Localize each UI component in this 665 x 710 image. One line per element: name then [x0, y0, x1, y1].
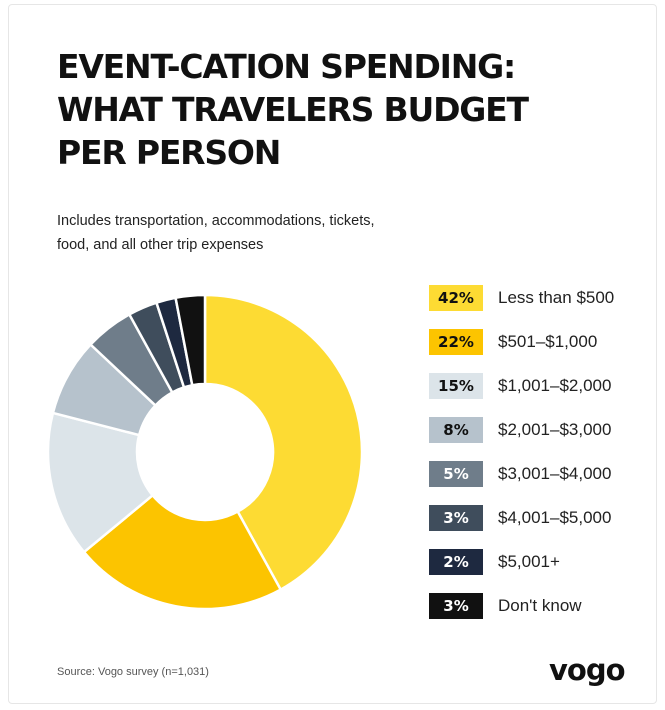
legend-value-badge: 42%: [429, 285, 483, 311]
legend-label: $501–$1,000: [498, 332, 598, 351]
legend-label: $5,001+: [498, 552, 560, 571]
donut-slice: [82, 494, 282, 611]
legend-item: 8% $2,001–$3,000: [429, 417, 649, 443]
legend-item: 22% $501–$1,000: [429, 329, 649, 355]
legend-label: Don't know: [498, 596, 582, 615]
legend-value-badge: 8%: [429, 417, 483, 443]
legend-item: 3% $4,001–$5,000: [429, 505, 649, 531]
legend-value-badge: 5%: [429, 461, 483, 487]
legend-label: Less than $500: [498, 288, 615, 307]
chart-subtitle: Includes transportation, accommodations,…: [57, 209, 437, 257]
title-line-3: PER PERSON: [57, 133, 281, 172]
brand-logo: vogo: [549, 653, 626, 687]
donut-slice: [174, 293, 207, 387]
source-note: Source: Vogo survey (n=1,031): [57, 666, 209, 678]
donut-chart: [49, 293, 364, 611]
donut-slice: [203, 293, 364, 591]
legend-item: 5% $3,001–$4,000: [429, 461, 649, 487]
legend-value-badge: 15%: [429, 373, 483, 399]
legend-value-badge: 3%: [429, 593, 483, 619]
legend-item: 3% Don't know: [429, 593, 649, 619]
legend-item: 2% $5,001+: [429, 549, 649, 575]
legend-value-badge: 3%: [429, 505, 483, 531]
legend-label: $3,001–$4,000: [498, 464, 612, 483]
subtitle-line-2: food, and all other trip expenses: [57, 237, 264, 253]
legend-item: 42% Less than $500: [429, 285, 649, 311]
infographic-card: EVENT-CATION SPENDING: WHAT TRAVELERS BU…: [8, 4, 657, 704]
title-line-2: WHAT TRAVELERS BUDGET: [57, 90, 529, 129]
chart-title: EVENT-CATION SPENDING: WHAT TRAVELERS BU…: [57, 45, 529, 174]
legend-value-badge: 2%: [429, 549, 483, 575]
title-line-1: EVENT-CATION SPENDING:: [57, 47, 516, 86]
subtitle-line-1: Includes transportation, accommodations,…: [57, 213, 375, 229]
legend-value-badge: 22%: [429, 329, 483, 355]
legend-label: $2,001–$3,000: [498, 420, 612, 439]
legend-item: 15% $1,001–$2,000: [429, 373, 649, 399]
legend-label: $4,001–$5,000: [498, 508, 612, 527]
legend-label: $1,001–$2,000: [498, 376, 612, 395]
donut-slice: [49, 411, 154, 554]
